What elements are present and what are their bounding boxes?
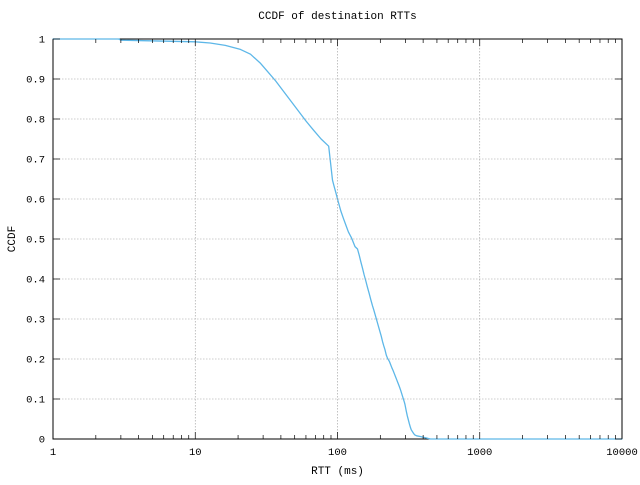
svg-text:0: 0 [39,435,45,447]
svg-text:1: 1 [50,447,56,459]
svg-text:0.4: 0.4 [26,275,45,287]
svg-text:10: 10 [189,447,202,459]
svg-text:1: 1 [39,35,45,47]
svg-text:CCDF of destination RTTs: CCDF of destination RTTs [258,11,416,23]
svg-text:0.8: 0.8 [26,115,45,127]
svg-text:0.3: 0.3 [26,315,45,327]
svg-text:100: 100 [328,447,347,459]
svg-text:10000: 10000 [606,447,638,459]
svg-text:0.9: 0.9 [26,75,45,87]
svg-text:CCDF: CCDF [7,226,19,252]
svg-text:0.6: 0.6 [26,195,45,207]
svg-text:1000: 1000 [467,447,492,459]
svg-text:0.5: 0.5 [26,235,45,247]
svg-text:0.1: 0.1 [26,395,45,407]
svg-text:0.7: 0.7 [26,155,45,167]
svg-text:RTT (ms): RTT (ms) [311,466,364,478]
svg-text:0.2: 0.2 [26,355,45,367]
